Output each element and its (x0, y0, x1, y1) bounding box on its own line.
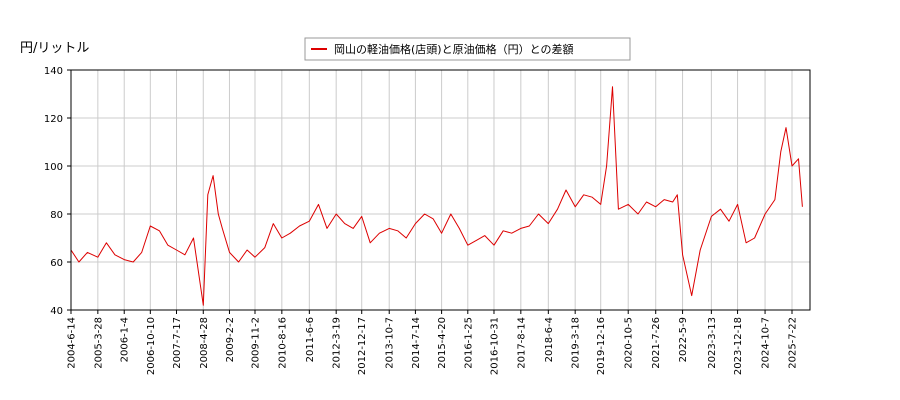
x-tick-label: 2008-4-28 (199, 317, 210, 369)
legend: 岡山の軽油価格(店頭)と原油価格（円）との差額 (304, 37, 631, 61)
series-layer (70, 86, 803, 306)
x-tick-label: 2018-6-4 (544, 317, 555, 362)
gridlines (70, 69, 810, 311)
y-tick-label: 100 (44, 162, 63, 173)
x-tick-label: 2023-3-13 (707, 317, 718, 369)
x-axis-ticks: 2004-6-14 2005-3-28 2006-1-4 2006-10-10 2007… (67, 310, 799, 375)
x-tick-label: 2015-4-20 (437, 317, 448, 369)
x-tick-label: 2007-7-17 (172, 317, 183, 369)
x-tick-label: 2016-10-31 (489, 317, 500, 375)
x-tick-label: 2021-7-26 (651, 317, 662, 369)
plot-frame (70, 69, 811, 311)
x-tick-label: 2009-11-2 (250, 317, 261, 369)
x-tick-label: 2009-2-2 (225, 317, 236, 362)
x-tick-label: 2020-10-5 (624, 317, 635, 369)
x-tick-label: 2019-12-16 (596, 317, 607, 375)
y-axis-ticks: 40 60 80 100 120 140 (44, 66, 71, 317)
x-tick-label: 2014-7-14 (411, 317, 422, 369)
x-tick-label: 2012-3-19 (332, 317, 343, 369)
y-tick-label: 140 (44, 66, 63, 77)
legend-box (304, 37, 631, 61)
legend-label: 岡山の軽油価格(店頭)と原油価格（円）との差額 (334, 42, 573, 56)
x-tick-label: 2025-7-22 (788, 317, 799, 369)
y-tick-label: 120 (44, 114, 63, 125)
x-tick-label: 2013-10-7 (385, 317, 396, 369)
x-tick-label: 2011-6-6 (305, 317, 316, 362)
x-tick-label: 2010-8-16 (277, 317, 288, 369)
x-tick-label: 2023-12-18 (733, 317, 744, 375)
y-tick-label: 60 (50, 258, 63, 269)
x-tick-label: 2022-5-9 (678, 317, 689, 362)
x-tick-label: 2006-1-4 (120, 317, 131, 362)
x-tick-label: 2016-1-25 (463, 317, 474, 369)
y-tick-label: 40 (50, 306, 63, 317)
x-tick-label: 2024-10-7 (761, 317, 772, 369)
x-tick-label: 2017-8-14 (516, 317, 527, 369)
x-tick-label: 2012-12-17 (357, 317, 368, 375)
series-line (70, 86, 803, 306)
x-tick-label: 2019-3-18 (571, 317, 582, 369)
x-tick-label: 2004-6-14 (67, 317, 78, 369)
x-tick-label: 2005-3-28 (93, 317, 104, 369)
x-tick-label: 2006-10-10 (146, 317, 157, 375)
y-tick-label: 80 (50, 210, 63, 221)
y-axis-label: 円/リットル (20, 41, 89, 56)
